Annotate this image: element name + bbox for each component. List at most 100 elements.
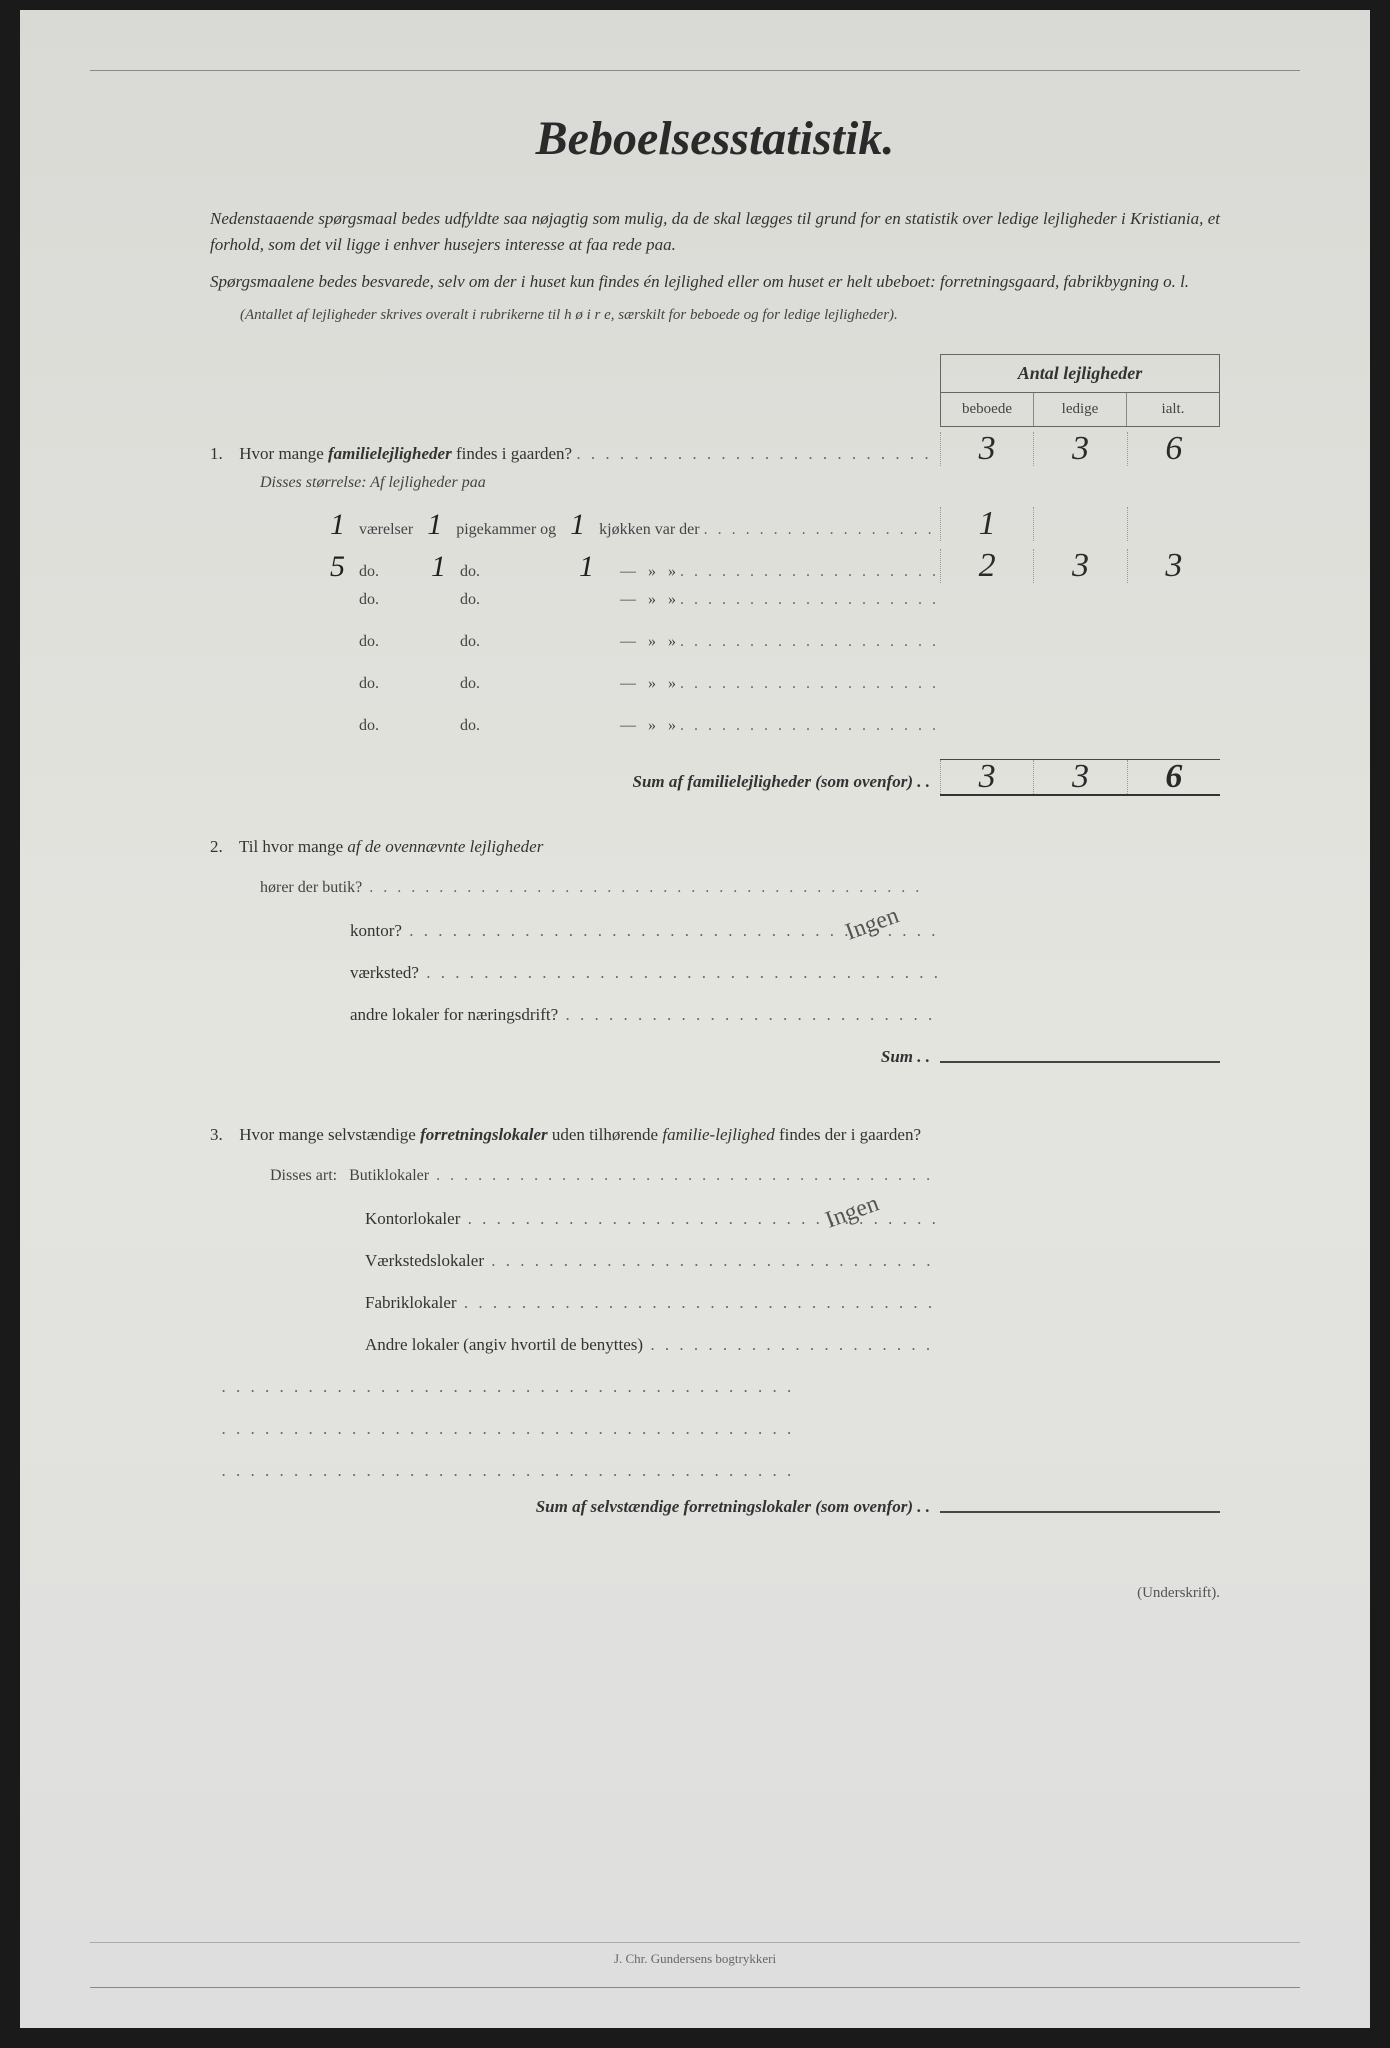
q3-text: 3. Hvor mange selvstændige forretningslo… xyxy=(210,1125,940,1145)
q1-sum-i: 6 xyxy=(1127,760,1220,794)
q3-item-3: Værkstedslokaler xyxy=(210,1251,940,1271)
q3-em: forretningslokaler xyxy=(420,1125,548,1144)
q1-r2-b: 1 xyxy=(421,550,456,584)
q1-r2-vi: 3 xyxy=(1127,549,1220,583)
q3-pre: Hvor mange selvstændige xyxy=(239,1125,420,1144)
lbl-vaer: værelser xyxy=(359,521,413,538)
lbl-kjok: kjøkken var der xyxy=(599,521,699,538)
form-inner: Beboelsesstatistik. Nedenstaaende spørgs… xyxy=(90,70,1300,1988)
q1-detail-row-2: 5 do. 1 do. 1 — » » 2 3 3 xyxy=(210,549,1220,587)
col-ledige: ledige xyxy=(1034,393,1127,426)
q2-sub1: hører der butik? xyxy=(210,879,1220,917)
q2: 2. Til hvor mange af de ovennævnte lejli… xyxy=(210,837,1220,1085)
q3-item-3-row: Værkstedslokaler xyxy=(210,1251,1220,1289)
q1-r2-vb: 2 xyxy=(940,549,1033,583)
lbl-do: do. xyxy=(460,633,565,651)
q3-mid: uden tilhørende xyxy=(548,1125,663,1144)
intro-para-1: Nedenstaaende spørgsmaal bedes udfyldte … xyxy=(210,206,1220,257)
q1-r2-vals: 2 3 3 xyxy=(940,549,1220,583)
q1-text: 1. Hvor mange familielejligheder findes … xyxy=(210,444,940,464)
lbl-do: do. xyxy=(359,633,417,651)
q2-sum-label: Sum . . xyxy=(210,1047,940,1067)
q2-item-3: andre lokaler for næringsdrift? xyxy=(210,1005,1220,1043)
q1-r1-vals: 1 xyxy=(940,507,1220,541)
q3-item-4: Fabriklokaler xyxy=(210,1293,940,1313)
lbl-do-1: do. xyxy=(359,563,417,581)
intro-para-2: Spørgsmaalene bedes besvarede, selv om d… xyxy=(210,269,1220,295)
q2-item-1-text: kontor? xyxy=(210,921,940,941)
q1-num: 1. xyxy=(210,444,235,464)
q1-beboede: 3 xyxy=(940,432,1033,466)
col-headers: beboede ledige ialt. xyxy=(940,392,1220,427)
table-header: Antal lejligheder beboede ledige ialt. xyxy=(210,354,1220,427)
q2-row: 2. Til hvor mange af de ovennævnte lejli… xyxy=(210,837,1220,875)
q1-r2-vl: 3 xyxy=(1033,549,1126,583)
q3-sum-label: Sum af selvstændige forretningslokaler (… xyxy=(210,1497,940,1517)
q1-row: 1. Hvor mange familielejligheder findes … xyxy=(210,432,1220,470)
q1-r1-c: 1 xyxy=(560,508,595,542)
lbl-do: do. xyxy=(359,591,417,609)
col-beboede: beboede xyxy=(941,393,1034,426)
lbl-do: do. xyxy=(460,591,565,609)
q1-r1-b: 1 xyxy=(417,508,452,542)
q1-detail-row-3: do. do. — » » xyxy=(210,591,1220,629)
q1-detail-row-1: 1 værelser 1 pigekammer og 1 kjøkken var… xyxy=(210,507,1220,545)
q1-r1-vb: 1 xyxy=(940,507,1033,541)
q1-sub-text: Disses størrelse: Af lejligheder paa xyxy=(260,474,486,491)
q3-item-1: Butiklokaler xyxy=(349,1167,940,1184)
q1-detail-row-6: do. do. — » » xyxy=(210,717,1220,755)
q1-r1-vl xyxy=(1033,507,1126,541)
q1-detail-row-4: do. do. — » » xyxy=(210,633,1220,671)
col-ialt: ialt. xyxy=(1127,393,1219,426)
q1-vals: 3 3 6 xyxy=(940,432,1220,466)
q3-sub-label: Disses art: xyxy=(270,1167,337,1184)
q1-sum-vals: 3 3 6 xyxy=(940,759,1220,796)
lbl-do: do. xyxy=(460,675,565,693)
q2-sum: Sum . . xyxy=(210,1047,1220,1085)
lbl-do-2: do. xyxy=(460,563,565,581)
q1-sum-label: Sum af familielejligheder (som ovenfor) … xyxy=(210,772,940,792)
q1-post: findes i gaarden? xyxy=(452,444,572,463)
q1-r2-a: 5 xyxy=(320,550,355,584)
q3-sub-text: Disses art: Butiklokaler xyxy=(210,1167,940,1185)
q3-item-5: Andre lokaler (angiv hvortil de benyttes… xyxy=(210,1335,940,1355)
footer: J. Chr. Gundersens bogtrykkeri xyxy=(90,1942,1300,1967)
q3-item-2-row: Kontorlokaler Ingen xyxy=(210,1209,1220,1247)
q2-item-3-text: andre lokaler for næringsdrift? xyxy=(210,1005,940,1025)
q2-item-2-text: værksted? xyxy=(210,963,940,983)
q3-item-4-row: Fabriklokaler xyxy=(210,1293,1220,1331)
count-header: Antal lejligheder xyxy=(940,354,1220,392)
q3-post: findes der i gaarden? xyxy=(775,1125,921,1144)
q1-detail-row-5: do. do. — » » xyxy=(210,675,1220,713)
q2-sub1-text: hører der butik? xyxy=(210,879,940,897)
q3: 3. Hvor mange selvstændige forretningslo… xyxy=(210,1125,1220,1535)
q1-pre: Hvor mange xyxy=(239,444,328,463)
q1-r2-c: 1 xyxy=(569,550,604,584)
spacer xyxy=(210,1377,1220,1497)
q1-r1-a: 1 xyxy=(320,508,355,542)
page: Beboelsesstatistik. Nedenstaaende spørgs… xyxy=(0,0,1390,2048)
q3-item-5-row: Andre lokaler (angiv hvortil de benyttes… xyxy=(210,1335,1220,1373)
q2-text: 2. Til hvor mange af de ovennævnte lejli… xyxy=(210,837,940,857)
q1-detail-text-1: 1 værelser 1 pigekammer og 1 kjøkken var… xyxy=(210,508,940,542)
lbl-do: do. xyxy=(359,717,417,735)
q3-num: 3. xyxy=(210,1125,235,1145)
q1-sub: Disses størrelse: Af lejligheder paa xyxy=(210,474,1220,492)
intro-text-2: Spørgsmaalene bedes besvarede, selv om d… xyxy=(210,272,1189,291)
lbl-do: do. xyxy=(460,717,565,735)
q1-ialt: 6 xyxy=(1127,432,1220,466)
lbl-do: do. xyxy=(359,675,417,693)
q1-ledige: 3 xyxy=(1033,432,1126,466)
title: Beboelsesstatistik. xyxy=(210,111,1220,166)
q1-em: familielejligheder xyxy=(328,444,452,463)
q3-sub: Disses art: Butiklokaler xyxy=(210,1167,1220,1205)
q3-sum: Sum af selvstændige forretningslokaler (… xyxy=(210,1497,1220,1535)
q1-detail-text-2: 5 do. 1 do. 1 — » » xyxy=(210,550,940,584)
q1-r1-vi xyxy=(1127,507,1220,541)
q2-pre: Til hvor mange xyxy=(239,837,347,856)
signature-label: (Underskrift). xyxy=(210,1585,1220,1602)
q2-num: 2. xyxy=(210,837,235,857)
lbl-pige: pigekammer og xyxy=(456,521,556,538)
q2-item-1: kontor? Ingen xyxy=(210,921,1220,959)
q3-em2: familie-lejlighed xyxy=(662,1125,774,1144)
